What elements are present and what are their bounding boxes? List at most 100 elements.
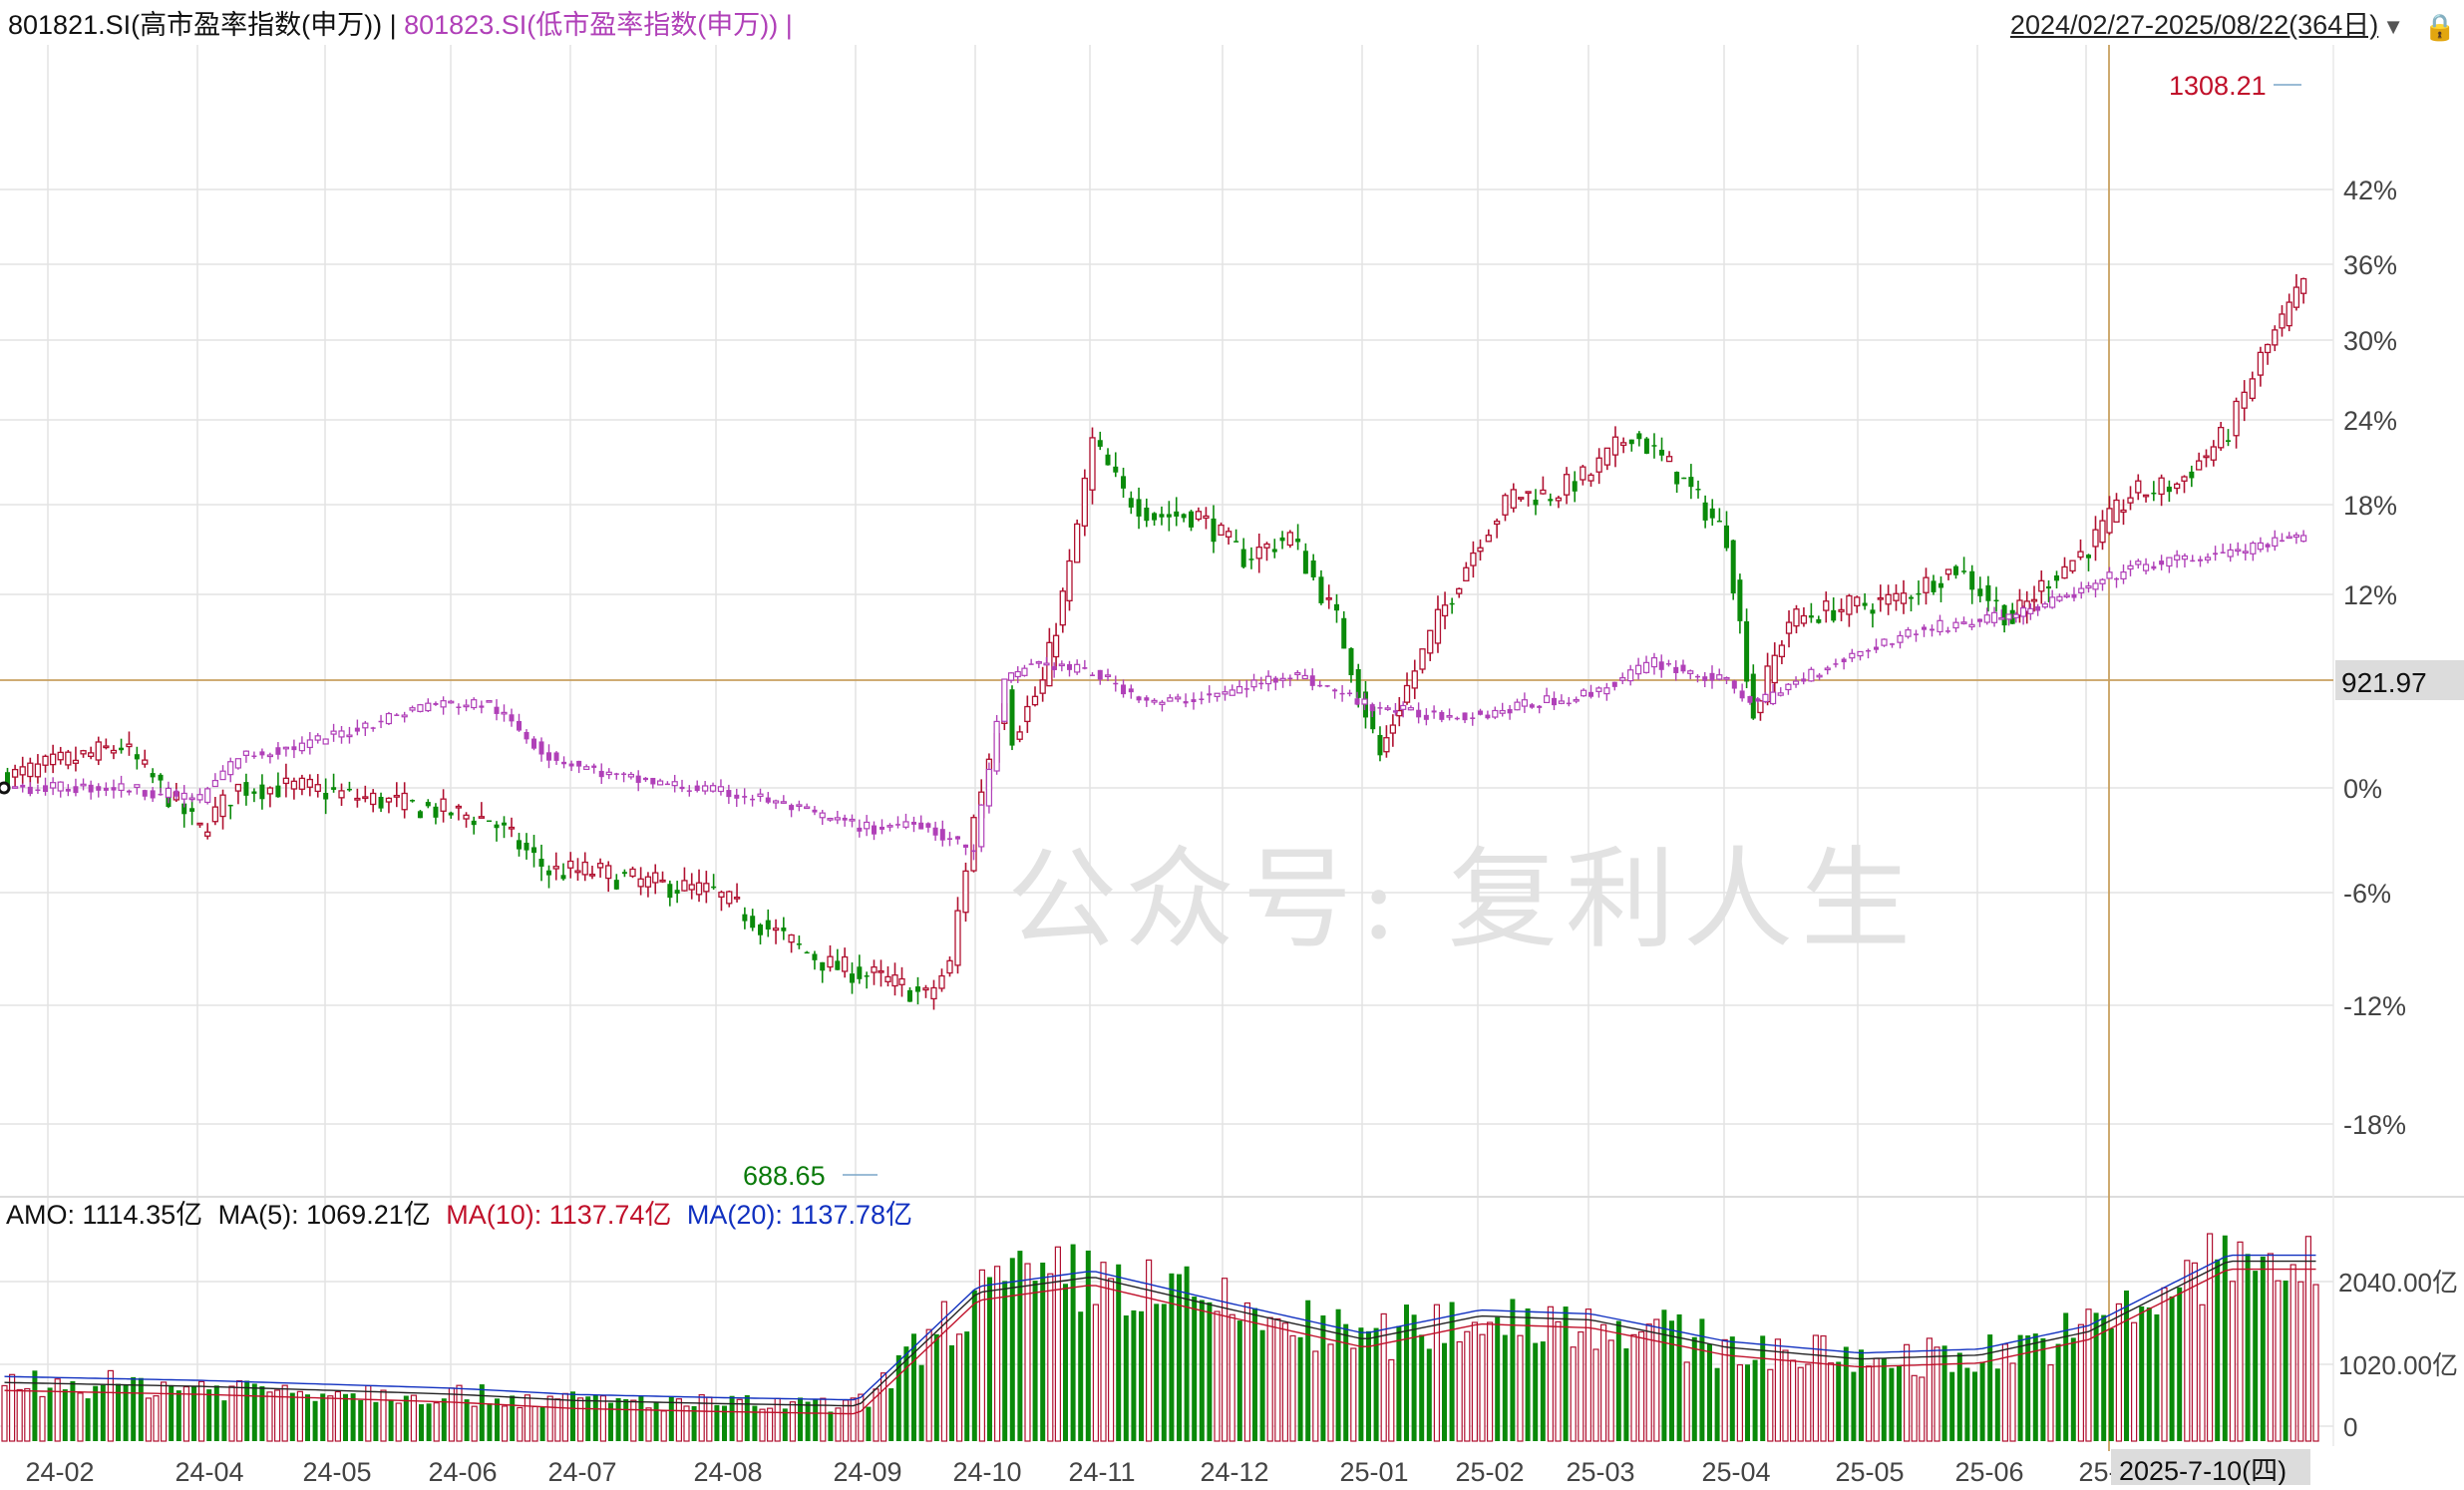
candle-body-down xyxy=(947,838,952,841)
candle-body-up xyxy=(34,763,42,778)
candle-body-down xyxy=(1332,689,1338,692)
volume-bar-down xyxy=(2101,1314,2107,1441)
candle-body-up xyxy=(2249,378,2256,400)
candle-body-down xyxy=(2220,552,2226,554)
volume-bar-up xyxy=(1281,1322,1289,1442)
lock-icon[interactable]: 🔒 xyxy=(2423,12,2456,42)
volume-bar-up xyxy=(107,1369,115,1442)
volume-bar-down xyxy=(1510,1299,1516,1441)
candle-body-up xyxy=(2300,535,2307,543)
candle-body-down xyxy=(1159,514,1165,518)
volume-bar-up xyxy=(1805,1363,1812,1442)
volume-bar-down xyxy=(1373,1327,1379,1441)
y-tick-label: 36% xyxy=(2343,250,2397,280)
candle-body-up xyxy=(1716,674,1723,680)
x-tick-label: 24-06 xyxy=(428,1457,497,1485)
volume-bar-up xyxy=(2199,1304,2206,1442)
candle-body-down xyxy=(417,811,423,819)
volume-bar-up xyxy=(1767,1368,1774,1442)
candle-body-down xyxy=(1113,466,1119,473)
candle-body-down xyxy=(796,943,802,945)
series1-label[interactable]: 801821.SI(高市盈率指数(申万)) xyxy=(8,10,383,40)
candle-body-up xyxy=(1800,614,1808,624)
candle-body-up xyxy=(314,735,321,741)
candle-body-up xyxy=(11,768,19,778)
candle-body-up xyxy=(196,794,203,801)
candle-body-down xyxy=(765,920,771,930)
volume-bar-down xyxy=(1563,1306,1569,1441)
volume-bar-up xyxy=(1214,1310,1221,1442)
candle-body-up xyxy=(1540,489,1547,495)
candle-body-up xyxy=(2250,543,2257,555)
volume-bar-down xyxy=(1623,1347,1629,1441)
candle-body-up xyxy=(2272,329,2279,346)
candle-body-down xyxy=(73,786,79,794)
candle-body-down xyxy=(686,790,692,792)
volume-bar-down xyxy=(1449,1302,1455,1441)
candle-body-up xyxy=(282,777,290,785)
candle-body-up xyxy=(938,974,945,989)
candle-body-up xyxy=(819,812,826,819)
volume-bar-up xyxy=(1653,1318,1660,1442)
volume-bar-up xyxy=(2275,1280,2282,1442)
candle-body-down xyxy=(2226,440,2231,443)
candle-body-up xyxy=(330,730,337,735)
volume-bar-up xyxy=(1486,1321,1494,1442)
candle-body-down xyxy=(1377,707,1383,709)
candle-body-down xyxy=(1028,663,1034,665)
candle-body-down xyxy=(1136,499,1142,517)
candle-body-up xyxy=(1816,674,1823,678)
candle-body-up xyxy=(1857,650,1864,657)
volume-bar-up xyxy=(1865,1365,1873,1442)
volume-bar-down xyxy=(138,1377,144,1441)
candle-body-up xyxy=(417,704,424,712)
ma10-value: MA(10): 1137.74亿 xyxy=(446,1200,672,1230)
volume-bar-up xyxy=(182,1385,189,1442)
candle-body-up xyxy=(567,860,574,869)
volume-bar-down xyxy=(289,1392,295,1441)
candle-body-down xyxy=(2009,609,2015,624)
candle-body-up xyxy=(1619,442,1627,447)
candle-body-up xyxy=(282,746,289,750)
candle-body-up xyxy=(118,783,125,792)
candle-body-down xyxy=(150,790,156,799)
date-range-selector[interactable]: 2024/02/27-2025/08/22(364日) ▼ xyxy=(2010,12,2404,39)
candle-body-down xyxy=(1370,706,1376,730)
candle-body-down xyxy=(650,777,656,785)
chevron-down-icon[interactable]: ▼ xyxy=(2382,14,2404,39)
volume-bar-up xyxy=(274,1389,281,1442)
volume-bar-down xyxy=(487,1403,493,1441)
volume-bar-down xyxy=(2032,1333,2038,1441)
candle-body-down xyxy=(857,827,863,832)
candle-body-up xyxy=(552,866,559,870)
candle-body-up xyxy=(1074,523,1081,563)
candle-body-up xyxy=(440,798,447,812)
volume-bar-down xyxy=(1707,1343,1712,1441)
crosshair-value-label: 921.97 xyxy=(2341,667,2427,698)
candle-body-up xyxy=(290,780,298,790)
volume-bar-down xyxy=(752,1405,758,1441)
volume-bar-down xyxy=(964,1331,970,1441)
candle-body-down xyxy=(925,823,931,828)
series-low-pe-candles xyxy=(5,530,2307,861)
volume-bar-up xyxy=(1274,1317,1281,1442)
candle-body-up xyxy=(204,831,211,837)
volume-bar-down xyxy=(100,1384,106,1441)
candle-body-down xyxy=(1931,580,1936,592)
volume-bar-up xyxy=(850,1397,857,1442)
x-tick-label: 24-09 xyxy=(833,1457,901,1485)
series2-label[interactable]: 801823.SI(低市盈率指数(申万)) xyxy=(404,10,779,40)
candle-body-up xyxy=(508,826,516,830)
candle-body-up xyxy=(902,821,909,828)
volume-bar-down xyxy=(358,1399,364,1441)
candle-body-up xyxy=(1893,592,1900,601)
candle-body-up xyxy=(1463,566,1470,581)
candle-body-up xyxy=(1255,547,1262,559)
volume-bar-up xyxy=(1570,1346,1577,1442)
candle-body-up xyxy=(103,745,110,749)
candle-body-down xyxy=(1067,663,1072,670)
candle-body-down xyxy=(1651,445,1657,447)
candle-body-down xyxy=(425,802,431,807)
candle-body-up xyxy=(1650,657,1658,668)
candle-body-up xyxy=(306,739,313,749)
